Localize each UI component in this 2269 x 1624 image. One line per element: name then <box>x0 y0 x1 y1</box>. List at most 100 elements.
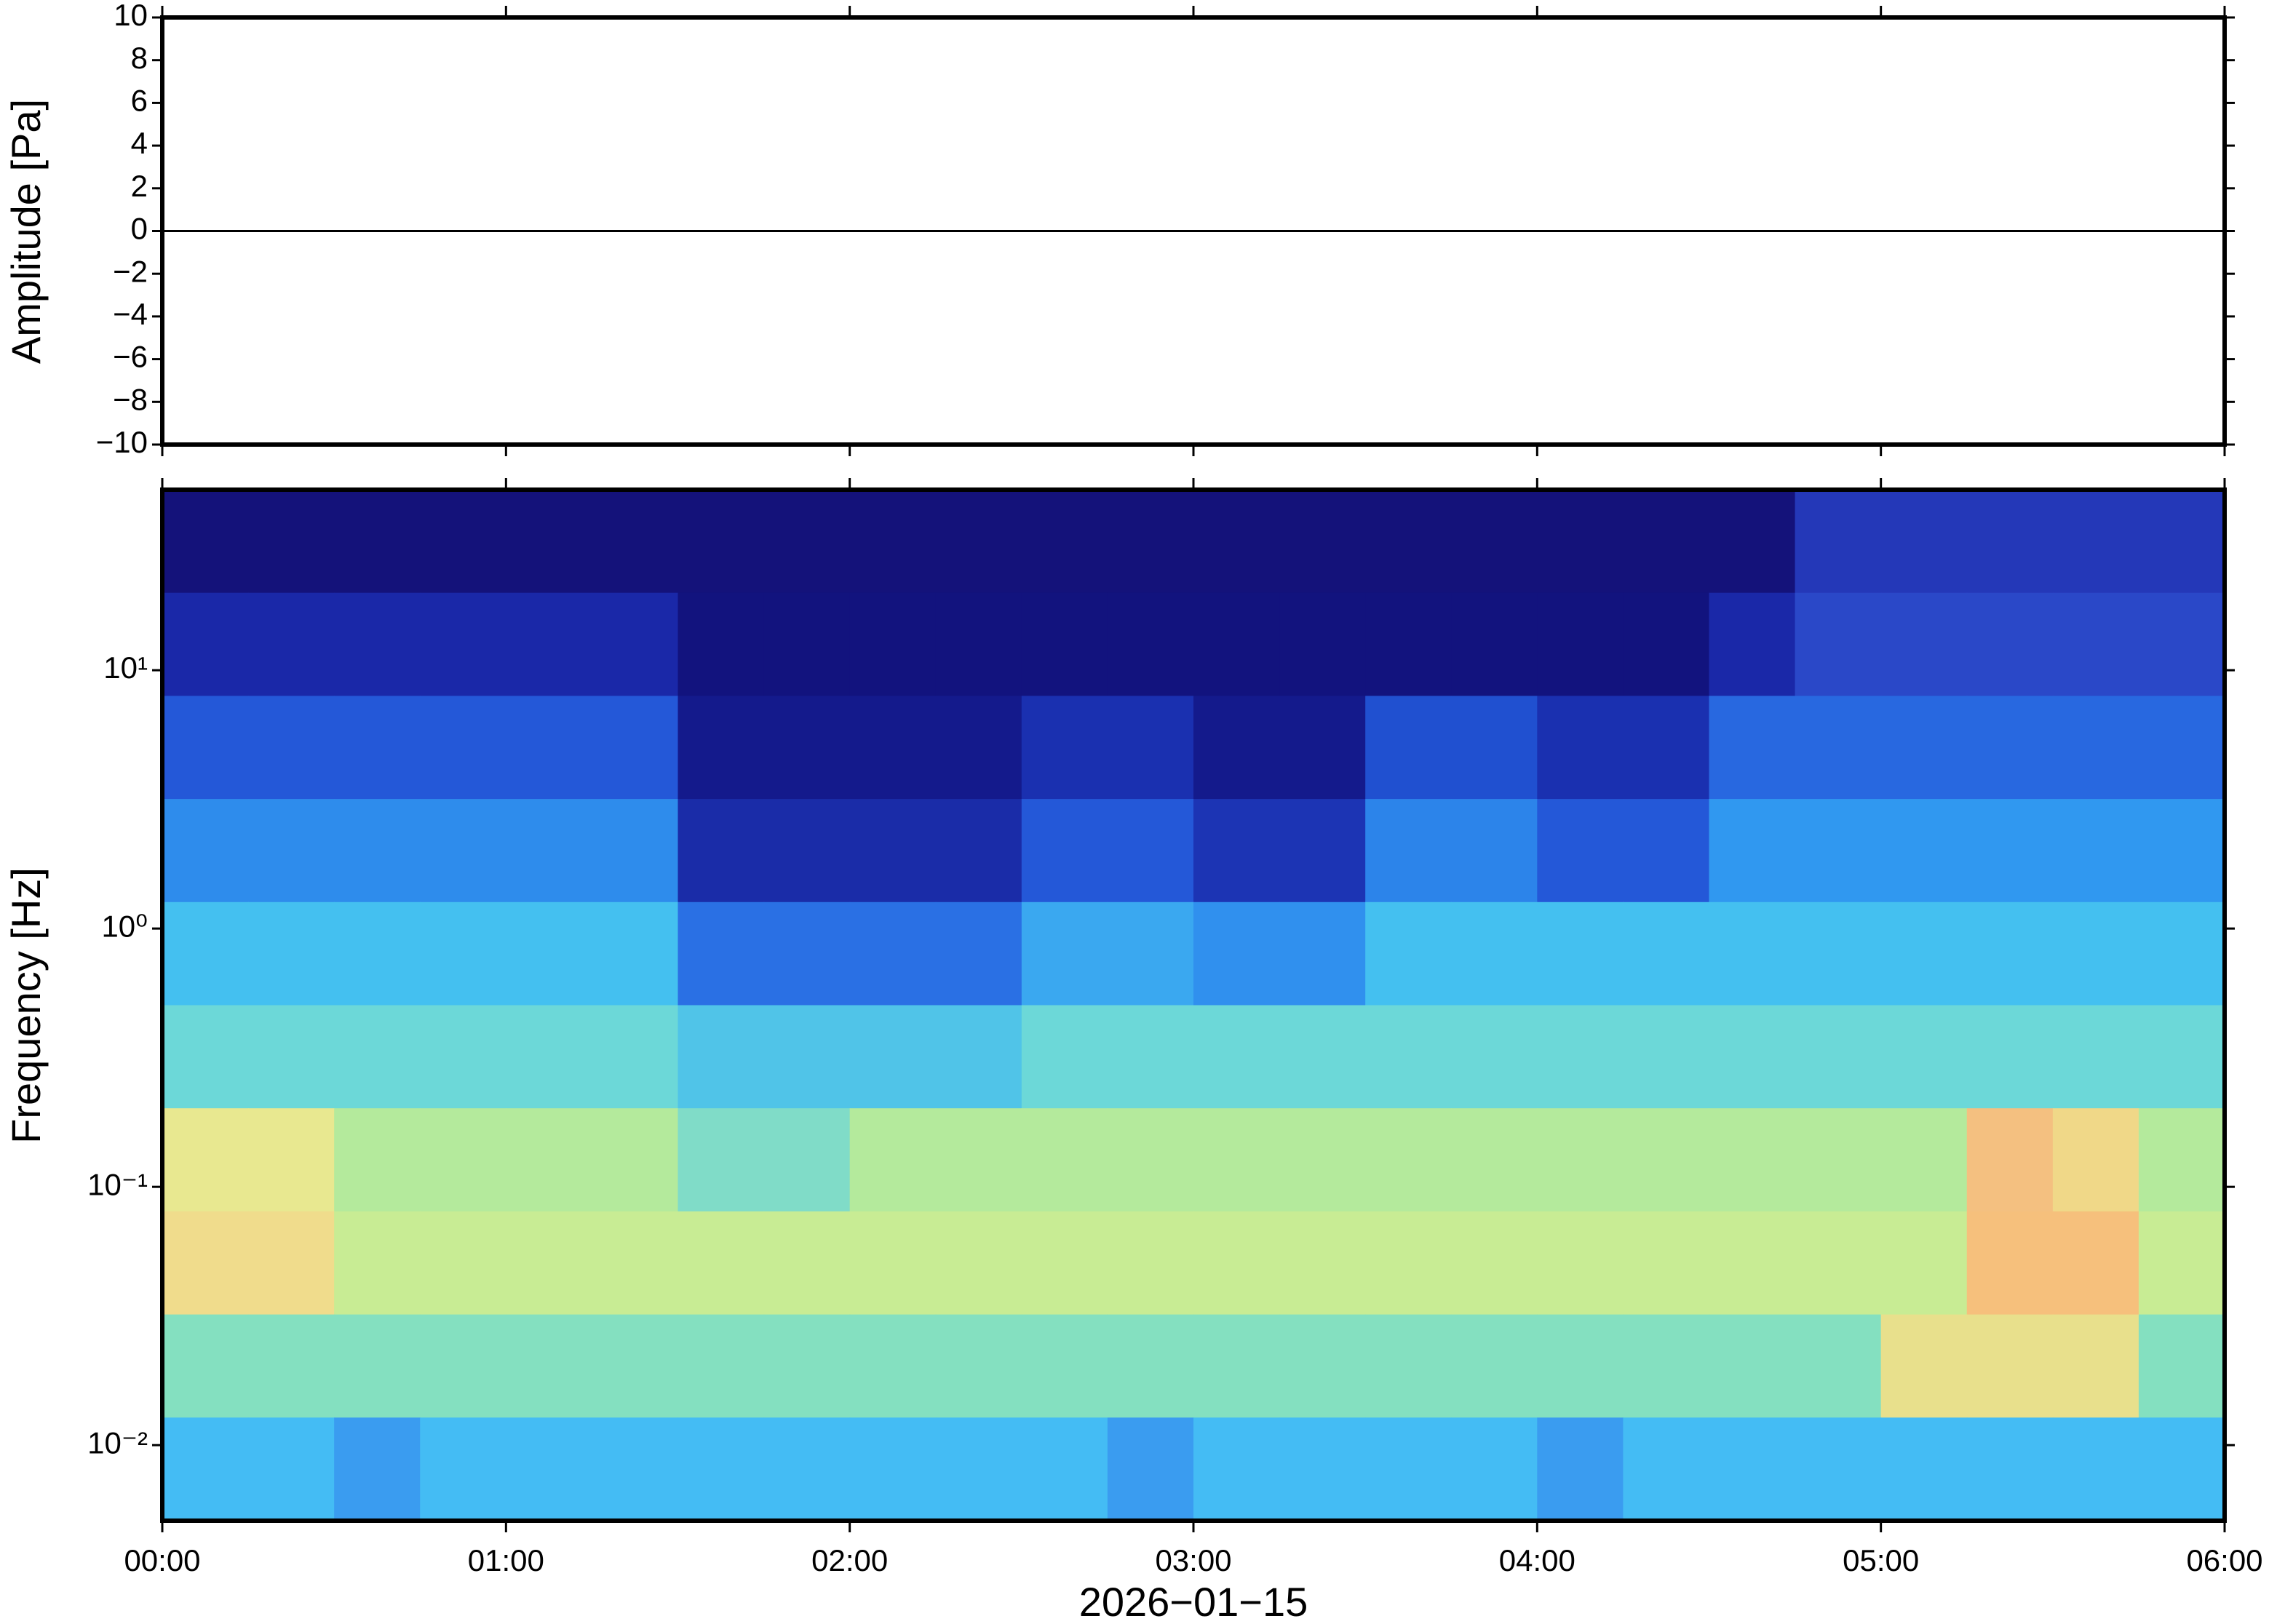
x-tick-label: 01:00 <box>468 1543 544 1577</box>
spectrogram-cell <box>2138 696 2225 800</box>
spectrogram-cell <box>162 696 249 800</box>
spectrogram-cell <box>1451 696 1538 800</box>
spectrogram-cell <box>2052 799 2139 903</box>
spectrogram-cell <box>1966 799 2054 903</box>
spectrogram-cell <box>1709 1005 1796 1109</box>
spectrogram-cell <box>1880 901 1968 1006</box>
spectrogram-cell <box>677 1211 765 1315</box>
x-axis-label: 2026−01−15 <box>1079 1579 1308 1624</box>
spectrogram-cell <box>1021 696 1108 800</box>
spectrogram-cell <box>1709 901 1796 1006</box>
spectrogram-cell <box>1537 799 1624 903</box>
spectrogram-cell <box>1795 901 1882 1006</box>
spectrogram-cell <box>506 1108 593 1212</box>
spectrogram-cell <box>1623 1211 1710 1315</box>
spectrogram-cell <box>2138 1005 2225 1109</box>
spectrogram-cell <box>1279 1211 1366 1315</box>
spectrogram-cell <box>1451 799 1538 903</box>
spectrogram-cell <box>2052 1314 2139 1418</box>
spectrogram-cell <box>248 1314 335 1418</box>
spectrogram-cell <box>1021 1417 1108 1521</box>
y-tick-label: 10⁻¹ <box>87 1167 148 1201</box>
spectrogram-cell <box>849 490 937 594</box>
spectrogram-cell <box>849 1108 937 1212</box>
spectrogram-cell <box>763 1417 851 1521</box>
spectrogram-cell <box>592 799 679 903</box>
spectrogram-cell <box>763 1211 851 1315</box>
spectrogram-cell <box>1021 1211 1108 1315</box>
spectrogram-cell <box>1021 901 1108 1006</box>
spectrogram-cell <box>1107 490 1194 594</box>
spectrogram-cell <box>763 1005 851 1109</box>
spectrogram-cell <box>1709 799 1796 903</box>
spectrogram-cell <box>334 901 421 1006</box>
spectrogram-cell <box>1966 1005 2054 1109</box>
spectrogram-cell <box>1193 696 1280 800</box>
spectrogram-cell <box>1966 901 2054 1006</box>
spectrogram-cell <box>1537 1005 1624 1109</box>
spectrogram-cell <box>763 799 851 903</box>
spectrogram-cell <box>1451 1211 1538 1315</box>
spectrogram-cell <box>1880 799 1968 903</box>
x-tick-label: 02:00 <box>811 1543 888 1577</box>
spectrogram-cell <box>2052 1211 2139 1315</box>
spectrogram-cell <box>935 490 1022 594</box>
spectrogram-cell <box>592 1108 679 1212</box>
spectrogram-cell <box>935 901 1022 1006</box>
spectrogram-cell <box>849 1005 937 1109</box>
spectrogram-cell <box>1451 1314 1538 1418</box>
spectrogram-cell <box>420 592 506 696</box>
spectrogram-cell <box>420 799 506 903</box>
spectrogram-cell <box>1193 490 1280 594</box>
spectrogram-cell <box>592 1005 679 1109</box>
y-tick-label: 2 <box>131 169 148 203</box>
spectrogram-cell <box>248 696 335 800</box>
spectrogram-cell <box>1193 1314 1280 1418</box>
spectrogram-cell <box>592 1314 679 1418</box>
spectrogram-cell <box>935 1108 1022 1212</box>
spectrogram-cell <box>1880 1108 1968 1212</box>
spectrogram-cell <box>1537 592 1624 696</box>
spectrogram-cell <box>1966 1417 2054 1521</box>
spectrogram-cell <box>1107 1005 1194 1109</box>
spectrogram-cell <box>1966 592 2054 696</box>
y-tick-label: 10¹ <box>103 650 148 685</box>
spectrogram-cell <box>1451 1417 1538 1521</box>
spectrogram-cell <box>1795 696 1882 800</box>
spectrogram-cell <box>2052 592 2139 696</box>
spectrogram-cell <box>677 901 765 1006</box>
y-tick-label: 6 <box>131 83 148 117</box>
spectrogram-cell <box>1709 696 1796 800</box>
spectrogram-cell <box>1107 799 1194 903</box>
spectrogram-cell <box>592 490 679 594</box>
spectrogram-cell <box>592 592 679 696</box>
spectrogram-cell <box>935 1417 1022 1521</box>
y-tick-label: 10⁰ <box>101 909 148 943</box>
spectrogram-cell <box>2138 1108 2225 1212</box>
spectrogram-cell <box>248 592 335 696</box>
spectrogram-cell <box>1193 592 1280 696</box>
spectrogram-cell <box>1107 901 1194 1006</box>
spectrogram-cell <box>1537 696 1624 800</box>
spectrogram-cell <box>1193 1005 1280 1109</box>
spectrogram-cell <box>763 490 851 594</box>
spectrogram-cell <box>849 799 937 903</box>
spectrogram-cell <box>1880 696 1968 800</box>
spectrogram-cell <box>1021 1005 1108 1109</box>
spectrogram-cell <box>1365 1005 1452 1109</box>
spectrogram-cell <box>763 592 851 696</box>
spectrogram-cell <box>248 1108 335 1212</box>
y-tick-label: 4 <box>131 126 148 160</box>
spectrogram-cell <box>1795 1211 1882 1315</box>
spectrogram-cell <box>935 696 1022 800</box>
spectrogram-cell <box>849 696 937 800</box>
spectrogram-cell <box>334 1314 421 1418</box>
spectrogram-cell <box>763 696 851 800</box>
y-tick-label: −10 <box>96 425 148 459</box>
spectrogram-cell <box>506 1005 593 1109</box>
spectrogram-cell <box>1709 1417 1796 1521</box>
spectrogram-cell <box>420 901 506 1006</box>
spectrogram-cell <box>1193 799 1280 903</box>
